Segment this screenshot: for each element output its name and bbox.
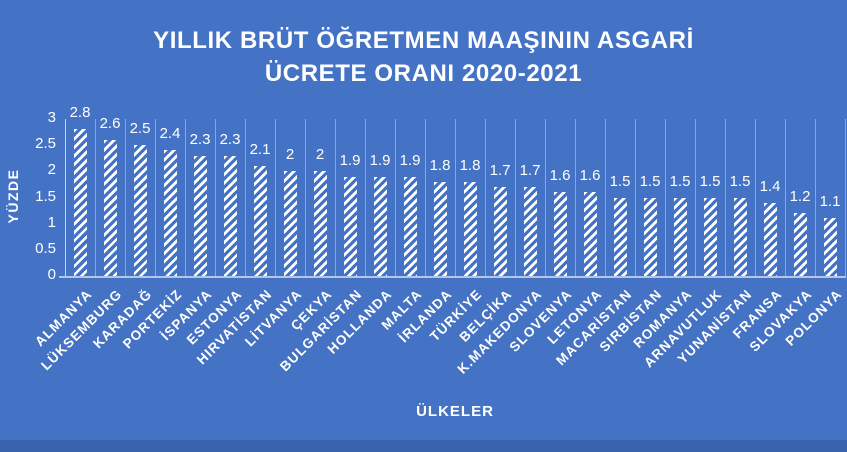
x-gridline [275,119,276,276]
bar-value-label: 1.5 [729,172,751,190]
bar [463,181,477,276]
bar-value-label: 1.9 [339,151,361,169]
bar-value-label: 2.1 [249,141,271,159]
x-gridline [335,119,336,276]
bar [673,197,687,276]
x-gridline [485,119,486,276]
x-gridline [695,119,696,276]
bar-value-label: 1.7 [519,162,541,180]
bar [433,181,447,276]
x-gridline [395,119,396,276]
bar-value-label: 1.5 [699,172,721,190]
bar-value-label: 2.3 [219,130,241,148]
bar [583,192,597,276]
bar [223,155,237,276]
bar [703,197,717,276]
y-tick-label: 0.5 [35,239,56,257]
bar [643,197,657,276]
bar [823,218,837,276]
bar [283,171,297,276]
bar [403,176,417,276]
bar-value-label: 1.9 [369,151,391,169]
bar [73,129,87,276]
x-axis-title: ÜLKELER [416,403,494,420]
x-gridline [665,119,666,276]
bar-value-label: 1.5 [639,172,661,190]
x-gridline [185,119,186,276]
bar-value-label: 1.8 [429,156,451,174]
x-gridline [215,119,216,276]
x-gridline [635,119,636,276]
chart-title-line-1: YILLIK BRÜT ÖĞRETMEN MAAŞININ ASGARİ [153,27,694,54]
bar [523,187,537,276]
bar [253,166,267,276]
x-gridline [155,119,156,276]
bar [193,155,207,276]
x-gridline [755,119,756,276]
bar [493,187,507,276]
x-gridline [125,119,126,276]
bar-value-label: 2.3 [189,130,211,148]
x-gridline [575,119,576,276]
x-gridline [425,119,426,276]
y-tick-label: 2 [47,161,56,179]
bottom-strip [0,440,847,452]
bar [733,197,747,276]
x-gridline [785,119,786,276]
bar [793,213,807,276]
y-tick-label: 1.5 [35,187,56,205]
x-gridline [845,119,846,276]
x-gridline [515,119,516,276]
x-axis-line [59,276,846,278]
y-tick-label: 1 [47,213,56,231]
y-tick-label: 0 [47,266,56,283]
bar-value-label: 1.7 [489,162,511,180]
x-gridline [725,119,726,276]
bar-value-label: 1.9 [399,151,421,169]
x-gridline [245,119,246,276]
bar-value-label: 2 [285,146,295,164]
bar-value-label: 2.6 [99,114,121,132]
bar-value-label: 2.4 [159,125,181,143]
bar-value-label: 1.8 [459,156,481,174]
bar [163,150,177,276]
bar-value-label: 1.6 [579,167,601,185]
bar-value-label: 1.2 [789,188,811,206]
x-gridline [365,119,366,276]
bar [103,139,117,276]
bar [343,176,357,276]
bar [373,176,387,276]
chart-title-line-2: ÜCRETE ORANI 2020-2021 [264,60,583,87]
bar-value-label: 1.5 [669,172,691,190]
bar [553,192,567,276]
chart-title: YILLIK BRÜT ÖĞRETMEN MAAŞININ ASGARİ ÜCR… [0,24,847,90]
y-axis-title: YÜZDE [5,168,21,224]
x-gridline [455,119,456,276]
y-tick-label: 2.5 [35,135,56,153]
bar-value-label: 1.1 [819,193,841,211]
bar-value-label: 1.4 [759,177,781,195]
x-gridline [815,119,816,276]
bar-value-label: 1.5 [609,172,631,190]
bar-value-label: 2.5 [129,120,151,138]
bar [313,171,327,276]
bar [613,197,627,276]
bar [133,145,147,276]
y-axis-line [65,119,66,276]
bar-value-label: 2.8 [69,104,91,122]
bar [763,202,777,276]
bar-value-label: 1.6 [549,167,571,185]
x-gridline [95,119,96,276]
x-gridline [605,119,606,276]
bar-value-label: 2 [315,146,325,164]
x-gridline [545,119,546,276]
x-gridline [305,119,306,276]
y-tick-label: 3 [47,109,56,126]
